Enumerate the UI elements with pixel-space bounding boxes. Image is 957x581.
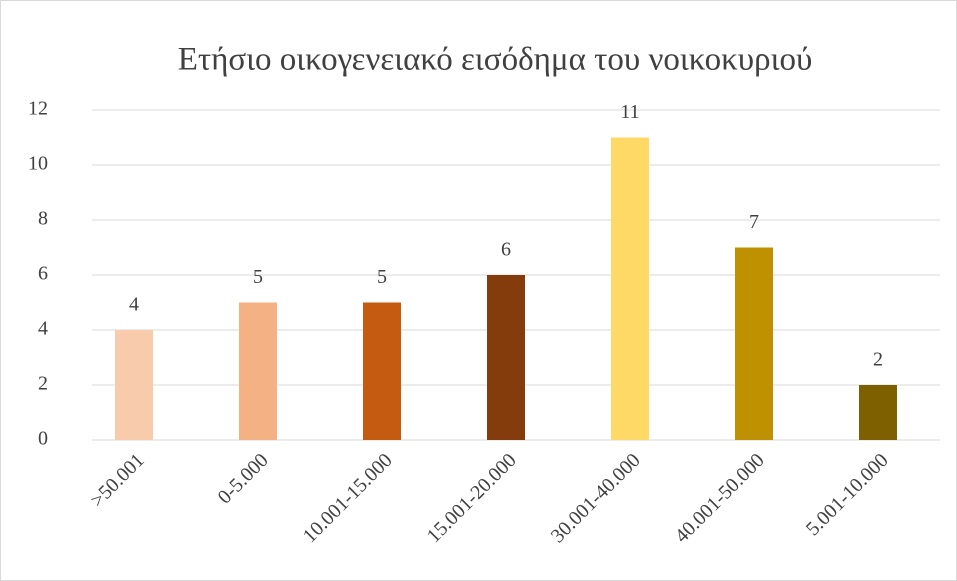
data-label: 5 [377, 266, 387, 288]
y-tick-label: 0 [38, 428, 48, 450]
data-label: 4 [129, 294, 139, 316]
bar [115, 330, 153, 440]
data-label: 5 [253, 266, 263, 288]
y-tick-label: 8 [38, 208, 48, 230]
y-tick-label: 10 [28, 153, 48, 175]
y-tick-label: 6 [38, 263, 48, 285]
y-tick-label: 2 [38, 373, 48, 395]
y-tick-label: 12 [28, 98, 48, 120]
bar [239, 302, 277, 440]
bar [859, 385, 897, 440]
data-label: 11 [620, 101, 639, 123]
data-label: 2 [873, 349, 883, 371]
data-label: 6 [501, 239, 511, 261]
bar [611, 137, 649, 440]
data-label: 7 [749, 211, 759, 233]
bar [735, 247, 773, 440]
bar [363, 302, 401, 440]
chart-title: Ετήσιο οικογενειακό εισόδημα του νοικοκυ… [178, 42, 813, 78]
y-tick-label: 4 [38, 318, 48, 340]
bar [487, 275, 525, 440]
